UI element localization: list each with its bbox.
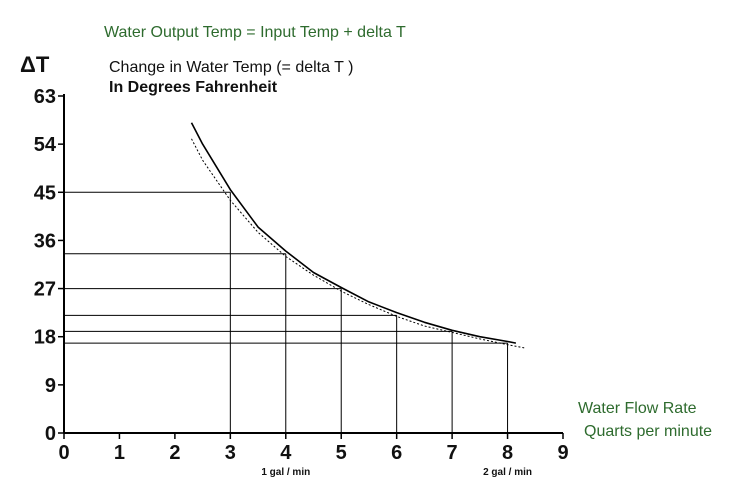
y-axis-label: ΔT xyxy=(20,52,50,77)
y-tick-label-36: 36 xyxy=(34,230,56,252)
x-axis-label-line2: Quarts per minute xyxy=(584,423,713,440)
x-tick-label-9: 9 xyxy=(557,442,568,464)
x-annotation-1: 2 gal / min xyxy=(483,467,532,478)
x-annotation-0: 1 gal / min xyxy=(261,467,310,478)
x-tick-label-6: 6 xyxy=(391,442,402,464)
y-tick-label-27: 27 xyxy=(34,279,56,301)
x-tick-label-5: 5 xyxy=(336,442,347,464)
y-tick-label-54: 54 xyxy=(34,134,57,156)
chart-subtitle-units: In Degrees Fahrenheit xyxy=(109,79,278,96)
chart-title: Water Output Temp = Input Temp + delta T xyxy=(104,24,406,41)
series-curve-solid xyxy=(190,122,517,344)
x-tick-label-7: 7 xyxy=(447,442,458,464)
x-tick-label-3: 3 xyxy=(225,442,236,464)
x-tick-label-0: 0 xyxy=(58,442,69,464)
series-curve-dotted xyxy=(191,138,525,349)
x-tick-label-4: 4 xyxy=(280,442,292,464)
x-tick-label-8: 8 xyxy=(502,442,513,464)
x-axis-label-line1: Water Flow Rate xyxy=(578,400,697,417)
y-tick-label-18: 18 xyxy=(34,327,56,349)
x-tick-label-2: 2 xyxy=(169,442,180,464)
y-tick-label-0: 0 xyxy=(45,423,56,445)
y-tick-label-45: 45 xyxy=(34,182,56,204)
y-tick-label-9: 9 xyxy=(45,375,56,397)
chart-subtitle: Change in Water Temp (= delta T ) xyxy=(109,59,354,76)
x-tick-label-1: 1 xyxy=(114,442,125,464)
y-tick-label-63: 63 xyxy=(34,86,56,108)
